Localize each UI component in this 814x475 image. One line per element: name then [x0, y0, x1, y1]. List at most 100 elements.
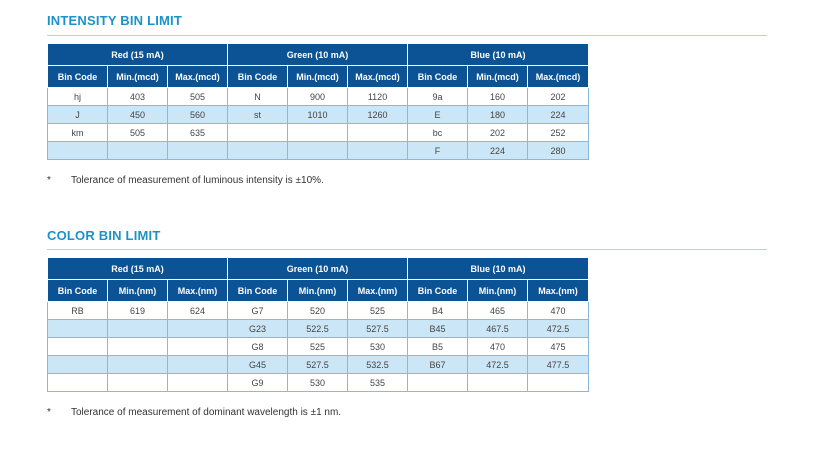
table-cell: G7: [227, 301, 289, 320]
table-cell: RB: [47, 301, 108, 320]
column-header: Bin Code: [227, 65, 289, 88]
table-cell: 560: [166, 105, 229, 124]
table-cell: 252: [527, 123, 590, 142]
group-header-blue: Blue (10 mA): [407, 257, 590, 280]
table-cell: 525: [287, 337, 349, 356]
table-cell: 535: [347, 373, 409, 392]
table-cell: 202: [527, 87, 590, 106]
table-cell: 280: [527, 141, 590, 160]
table-cell: 505: [166, 87, 229, 106]
table-cell: [107, 355, 168, 374]
table-cell: 527.5: [287, 355, 349, 374]
table-cell: [166, 355, 229, 374]
table-cell: 530: [287, 373, 349, 392]
table-cell: 403: [107, 87, 168, 106]
group-header-green: Green (10 mA): [227, 43, 409, 66]
table-cell: 465: [467, 301, 529, 320]
table-cell: [47, 337, 108, 356]
note-text: Tolerance of measurement of luminous int…: [71, 175, 324, 186]
color-title-rule: [47, 249, 767, 250]
column-header: Min.(mcd): [287, 65, 349, 88]
table-cell: 1260: [347, 105, 409, 124]
table-cell: B5: [407, 337, 469, 356]
table-cell: [166, 319, 229, 338]
column-header: Min.(nm): [287, 279, 349, 302]
color-bin-table: Red (15 mA) Green (10 mA) Blue (10 mA) B…: [46, 257, 590, 392]
table-cell: [47, 319, 108, 338]
table-row: G23 522.5 527.5 B45 467.5 472.5: [47, 319, 590, 338]
table-cell: G23: [227, 319, 289, 338]
table-cell: 1120: [347, 87, 409, 106]
table-cell: [227, 141, 289, 160]
table-cell: bc: [407, 123, 469, 142]
table-cell: [407, 373, 469, 392]
column-header: Max.(mcd): [527, 65, 590, 88]
table-cell: 180: [467, 105, 529, 124]
table-row: G45 527.5 532.5 B67 472.5 477.5: [47, 355, 590, 374]
table-cell: 520: [287, 301, 349, 320]
table-cell: 532.5: [347, 355, 409, 374]
column-header: Max.(nm): [166, 279, 229, 302]
table-cell: [166, 141, 229, 160]
table-cell: [166, 373, 229, 392]
column-header: Min.(mcd): [467, 65, 529, 88]
table-cell: [347, 141, 409, 160]
note-asterisk: *: [47, 407, 51, 418]
column-header: Min.(nm): [107, 279, 168, 302]
table-cell: E: [407, 105, 469, 124]
table-cell: B67: [407, 355, 469, 374]
table-cell: F: [407, 141, 469, 160]
table-cell: 1010: [287, 105, 349, 124]
group-header-red: Red (15 mA): [46, 257, 229, 280]
intensity-tolerance-note: * Tolerance of measurement of luminous in…: [47, 175, 324, 186]
table-cell: 160: [467, 87, 529, 106]
table-cell: G9: [227, 373, 289, 392]
intensity-section-title: INTENSITY BIN LIMIT: [47, 13, 183, 28]
column-header: Max.(nm): [347, 279, 409, 302]
table-cell: [287, 141, 349, 160]
table-cell: [287, 123, 349, 142]
table-cell: 470: [467, 337, 529, 356]
table-cell: 202: [467, 123, 529, 142]
intensity-bin-table: Red (15 mA) Green (10 mA) Blue (10 mA) B…: [46, 43, 590, 160]
table-row: F 224 280: [47, 141, 590, 160]
table-cell: 472.5: [467, 355, 529, 374]
table-cell: B4: [407, 301, 469, 320]
table-cell: [467, 373, 529, 392]
column-header: Max.(nm): [527, 279, 590, 302]
table-cell: G8: [227, 337, 289, 356]
table-cell: [527, 373, 590, 392]
column-header: Bin Code: [407, 279, 469, 302]
note-text: Tolerance of measurement of dominant wav…: [71, 407, 342, 418]
table-cell: [227, 123, 289, 142]
table-cell: 472.5: [527, 319, 590, 338]
table-cell: 900: [287, 87, 349, 106]
table-cell: [47, 141, 108, 160]
table-cell: 224: [527, 105, 590, 124]
column-header: Max.(mcd): [166, 65, 229, 88]
table-cell: [107, 319, 168, 338]
table-cell: [107, 141, 168, 160]
group-header-blue: Blue (10 mA): [407, 43, 590, 66]
column-header: Bin Code: [47, 65, 108, 88]
table-cell: 619: [107, 301, 168, 320]
table-row: G9 530 535: [47, 373, 590, 392]
table-cell: 467.5: [467, 319, 529, 338]
table-cell: [47, 373, 108, 392]
column-header: Min.(mcd): [107, 65, 168, 88]
table-cell: 470: [527, 301, 590, 320]
color-tolerance-note: * Tolerance of measurement of dominant wa…: [47, 407, 341, 418]
table-cell: 224: [467, 141, 529, 160]
table-cell: [107, 373, 168, 392]
table-cell: G45: [227, 355, 289, 374]
table-cell: 525: [347, 301, 409, 320]
table-cell: [47, 355, 108, 374]
table-cell: st: [227, 105, 289, 124]
intensity-title-rule: [47, 35, 767, 36]
table-cell: 475: [527, 337, 590, 356]
table-row: km 505 635 bc 202 252: [47, 123, 590, 142]
table-cell: [347, 123, 409, 142]
table-cell: N: [227, 87, 289, 106]
table-cell: [107, 337, 168, 356]
group-header-green: Green (10 mA): [227, 257, 409, 280]
